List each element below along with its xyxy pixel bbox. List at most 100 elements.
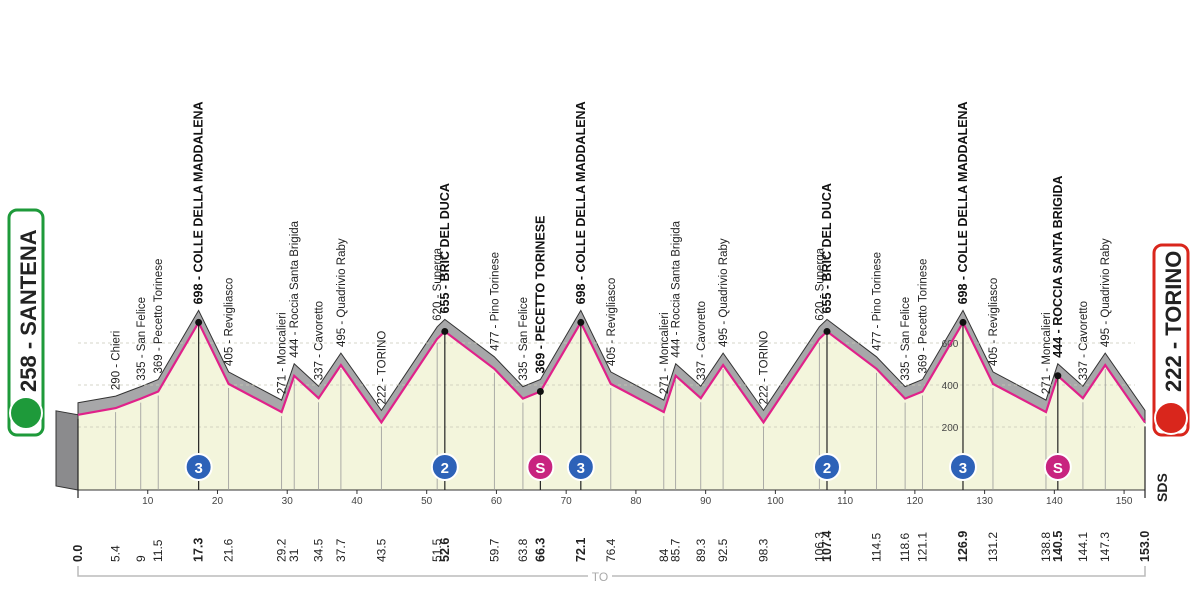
start-wall [55, 410, 79, 491]
waypoint-dot [536, 388, 544, 396]
x-tick-label: 40 [351, 496, 363, 507]
x-tick-label: 50 [421, 496, 433, 507]
waypoint-dot [577, 318, 585, 326]
climb-marker [430, 453, 459, 481]
y-tick-label: 200 [942, 423, 959, 434]
waypoint-label: 335 - San Felice [900, 297, 912, 381]
waypoint-dot [1054, 372, 1062, 380]
waypoint-label: 271 - Moncalieri [659, 312, 671, 394]
climb-marker [526, 453, 555, 481]
waypoint-label: 335 - San Felice [136, 297, 148, 381]
km-label: 84 [657, 548, 671, 562]
climb-label: 2 [441, 460, 449, 477]
x-tick-label: 130 [976, 496, 993, 507]
km-label: 126.9 [956, 531, 970, 562]
x-tick-label: 10 [142, 496, 154, 507]
km-label: 121.1 [916, 532, 930, 562]
climb-label: 3 [194, 460, 202, 477]
km-label: 5.4 [109, 545, 123, 562]
waypoint-label: 655 - BRIC DEL DUCA [820, 183, 834, 313]
km-label: 37.7 [334, 538, 348, 562]
climb-marker [1043, 453, 1072, 481]
km-label: 34.5 [312, 538, 326, 562]
km-label: 131.2 [986, 532, 1000, 562]
circuit-label: TO [592, 570, 608, 584]
km-label: 9 [134, 555, 148, 562]
x-tick-label: 140 [1046, 496, 1063, 507]
waypoint-label: 337 - Cavoretto [696, 301, 708, 380]
km-label: 98.3 [757, 538, 771, 562]
waypoint-label: 495 - Quadrivio Raby [718, 238, 730, 347]
start-icon [9, 396, 43, 430]
waypoint-label: 444 - Roccia Santa Brigida [289, 220, 301, 357]
waypoint-label: 405 - Revigliasco [224, 278, 236, 366]
climb-label: S [535, 460, 545, 477]
waypoint-dot [823, 327, 831, 335]
x-tick-label: 100 [767, 496, 784, 507]
waypoint-dot [441, 327, 449, 335]
waypoint-label: 444 - Roccia Santa Brigida [671, 220, 683, 357]
start-label: 258 - SANTENA [16, 229, 41, 392]
waypoint-label: 477 - Pino Torinese [872, 252, 884, 351]
km-label: 59.7 [487, 538, 501, 562]
km-label: 107.4 [820, 531, 834, 562]
waypoint-label: 337 - Cavoretto [314, 301, 326, 380]
km-label: 66.3 [533, 538, 547, 562]
km-label: 89.3 [694, 538, 708, 562]
x-tick-label: 30 [282, 496, 294, 507]
waypoint-dot [959, 318, 967, 326]
climb-label: S [1053, 460, 1063, 477]
x-tick-label: 20 [212, 496, 224, 507]
waypoint-label: 620 - Superga [814, 247, 826, 320]
y-tick-label: 400 [942, 381, 959, 392]
finish-icon [1154, 401, 1188, 435]
km-label: 52.6 [438, 538, 452, 562]
km-label: 118.6 [898, 533, 912, 562]
finish-label: 222 - TORINO [1161, 251, 1186, 392]
climb-marker [184, 453, 213, 481]
waypoint-label: 698 - COLLE DELLA MADDALENA [574, 101, 588, 304]
km-label: 114.5 [870, 533, 884, 562]
km-label: 43.5 [374, 538, 388, 562]
waypoint-label: 271 - Moncalieri [277, 312, 289, 394]
waypoint-label: 655 - BRIC DEL DUCA [438, 183, 452, 313]
climb-marker [812, 453, 841, 481]
km-label: 76.4 [604, 538, 618, 562]
climb-label: 3 [577, 460, 585, 477]
km-label: 0.0 [71, 545, 85, 562]
waypoint-label: 369 - Pecetto Torinese [153, 259, 165, 374]
km-label: 21.6 [222, 538, 236, 562]
x-tick-label: 110 [837, 496, 853, 507]
km-label: 51.5 [430, 538, 444, 562]
waypoint-label: 335 - San Felice [518, 297, 530, 381]
climb-marker [566, 453, 595, 481]
waypoint-dot [195, 318, 203, 326]
km-label: 106.3 [812, 532, 826, 562]
km-label: 92.5 [716, 538, 730, 562]
km-label: 17.3 [192, 538, 206, 562]
km-label: 140.5 [1051, 531, 1065, 562]
km-label: 29.2 [275, 538, 289, 562]
x-tick-label: 80 [630, 496, 642, 507]
km-label: 63.8 [516, 538, 530, 562]
waypoint-label: 222 - TORINO [376, 331, 388, 405]
climb-label: 3 [959, 460, 967, 477]
km-label: 31 [287, 548, 301, 562]
waypoint-label: 698 - COLLE DELLA MADDALENA [192, 101, 206, 304]
x-tick-label: 90 [700, 496, 712, 507]
waypoint-label: 620 - Superga [432, 247, 444, 320]
km-label: 85.7 [669, 538, 683, 562]
waypoint-label: 405 - Revigliasco [988, 278, 1000, 366]
waypoint-label: 477 - Pino Torinese [489, 252, 501, 351]
waypoint-label: 495 - Quadrivio Raby [1100, 238, 1112, 347]
waypoint-label: 337 - Cavoretto [1078, 301, 1090, 380]
waypoint-label: 369 - Pecetto Torinese [918, 259, 930, 374]
circuit-label-bg [588, 568, 612, 584]
km-label: 144.1 [1076, 532, 1090, 562]
brand: SDS [1154, 473, 1170, 502]
start-box [7, 208, 45, 437]
km-label: 72.1 [574, 538, 588, 562]
waypoint-label: 698 - COLLE DELLA MADDALENA [956, 101, 970, 304]
x-tick-label: 120 [907, 496, 924, 507]
